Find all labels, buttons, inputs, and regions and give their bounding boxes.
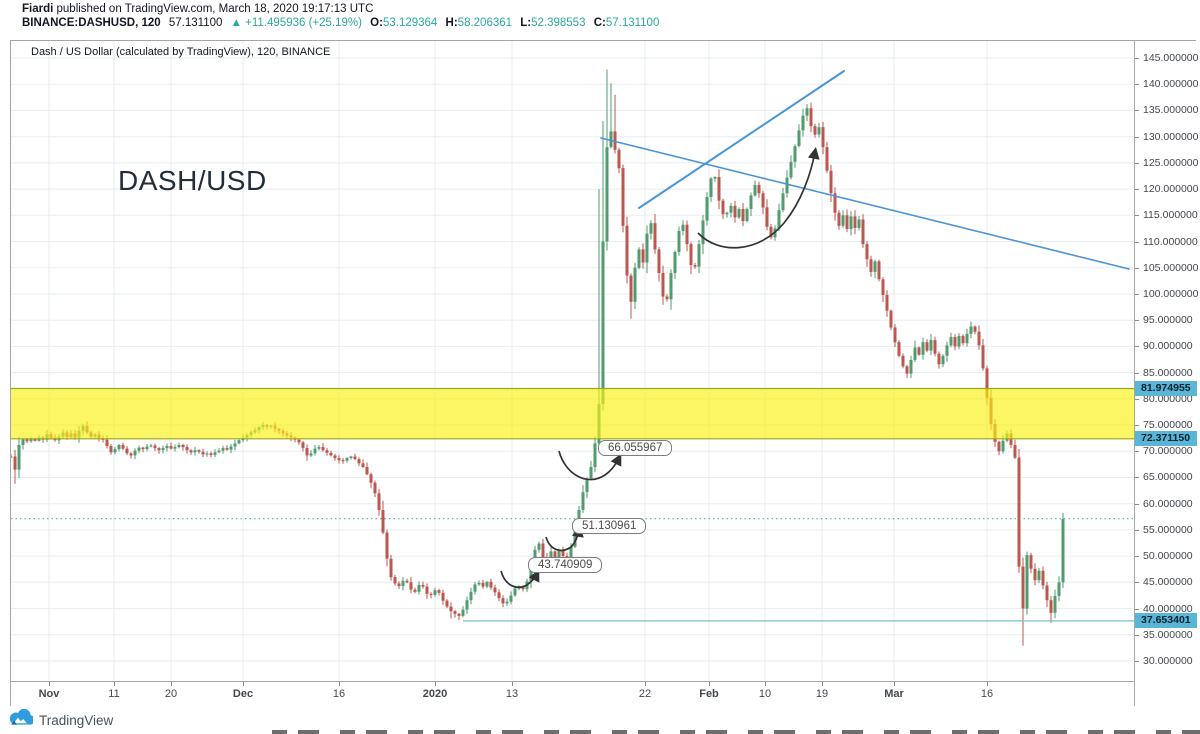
y-axis-label: 135.000000 xyxy=(1143,104,1199,116)
x-axis-label: 16 xyxy=(332,688,346,700)
x-axis-label: Feb xyxy=(699,688,719,700)
x-axis-label: Dec xyxy=(232,688,254,700)
last-price: 57.131100 xyxy=(168,17,223,29)
watermark-symbol: DASH/USD xyxy=(118,165,267,196)
price-callout-43[interactable]: 43.740909 xyxy=(528,557,603,573)
y-axis-label: 45.000000 xyxy=(1143,576,1193,588)
x-axis-label: Nov xyxy=(38,688,60,700)
time-axis[interactable]: Nov 11 20 Dec 16 2020 13 22 Feb 10 19 Mar 16 xyxy=(11,681,1134,707)
pane-title: Dash / US Dollar (calculated by TradingV… xyxy=(31,46,331,58)
y-axis-label: 115.000000 xyxy=(1143,209,1198,221)
y-axis-label: 55.000000 xyxy=(1143,524,1193,536)
symbol-interval: BINANCE:DASHUSD, 120 xyxy=(22,17,161,29)
chart-area: Dash / US Dollar (calculated by TradingV… xyxy=(10,40,1199,707)
cropped-text-artifact xyxy=(272,730,1200,734)
author-name: Fiardi xyxy=(22,3,54,15)
tradingview-logo-icon xyxy=(8,708,35,731)
y-axis-label: 100.000000 xyxy=(1143,288,1199,300)
y-axis-label: 30.000000 xyxy=(1143,655,1193,667)
y-axis-label: 140.000000 xyxy=(1143,78,1199,90)
y-axis-label: 80.000000 xyxy=(1143,393,1193,405)
byline-text: published on TradingView.com, March 18, … xyxy=(53,3,374,15)
price-pane[interactable] xyxy=(11,41,1134,681)
y-axis-label: 50.000000 xyxy=(1143,550,1193,562)
price-level-marker: 72.371150 xyxy=(1135,431,1197,446)
quote-line: BINANCE:DASHUSD, 120 57.131100 ▲ +11.495… xyxy=(22,17,664,29)
x-axis-label: 20 xyxy=(164,688,178,700)
y-axis-label: 90.000000 xyxy=(1143,340,1193,352)
x-axis-label: 11 xyxy=(108,688,120,700)
price-level-marker: 37.653401 xyxy=(1135,613,1197,628)
close-value: C:57.131100 xyxy=(593,17,660,29)
price-change: ▲ +11.495936 (+25.19%) xyxy=(230,17,362,29)
price-callout-51[interactable]: 51.130961 xyxy=(572,518,647,534)
low-value: L:52.398553 xyxy=(520,17,586,29)
y-axis-label: 145.000000 xyxy=(1143,52,1199,64)
y-axis-label: 85.000000 xyxy=(1143,367,1193,379)
y-axis-label: 120.000000 xyxy=(1143,183,1199,195)
x-axis-label: 19 xyxy=(815,688,829,700)
y-axis-label: 110.000000 xyxy=(1143,236,1198,248)
tradingview-attribution[interactable]: TradingView xyxy=(8,708,114,731)
y-axis-label: 125.000000 xyxy=(1143,157,1199,169)
y-axis-label: 95.000000 xyxy=(1143,314,1193,326)
open-value: O:53.129364 xyxy=(370,17,438,29)
x-axis-label: 13 xyxy=(505,688,519,700)
x-axis-label: 2020 xyxy=(422,688,448,700)
y-axis-label: 70.000000 xyxy=(1143,445,1193,457)
price-callout-66[interactable]: 66.055967 xyxy=(598,440,673,456)
y-axis-label: 75.000000 xyxy=(1143,419,1193,431)
y-axis-label: 130.000000 xyxy=(1143,131,1199,143)
attribution-text: TradingView xyxy=(39,712,114,728)
x-axis-label: Mar xyxy=(884,688,904,700)
x-axis-label: 10 xyxy=(758,688,772,700)
high-value: H:58.206361 xyxy=(445,17,513,29)
x-axis-label: 22 xyxy=(638,688,652,700)
byline: Fiardi published on TradingView.com, Mar… xyxy=(22,3,373,15)
price-axis[interactable]: 145.000000 140.000000 135.000000 130.000000… xyxy=(1134,41,1199,706)
y-axis-label: 35.000000 xyxy=(1143,629,1193,641)
y-axis-label: 40.000000 xyxy=(1143,603,1193,615)
y-axis-label: 105.000000 xyxy=(1143,262,1199,274)
y-axis-label: 65.000000 xyxy=(1143,471,1193,483)
price-level-marker: 81.974955 xyxy=(1135,381,1197,396)
x-axis-label: 16 xyxy=(980,688,994,700)
y-axis-label: 60.000000 xyxy=(1143,498,1193,510)
